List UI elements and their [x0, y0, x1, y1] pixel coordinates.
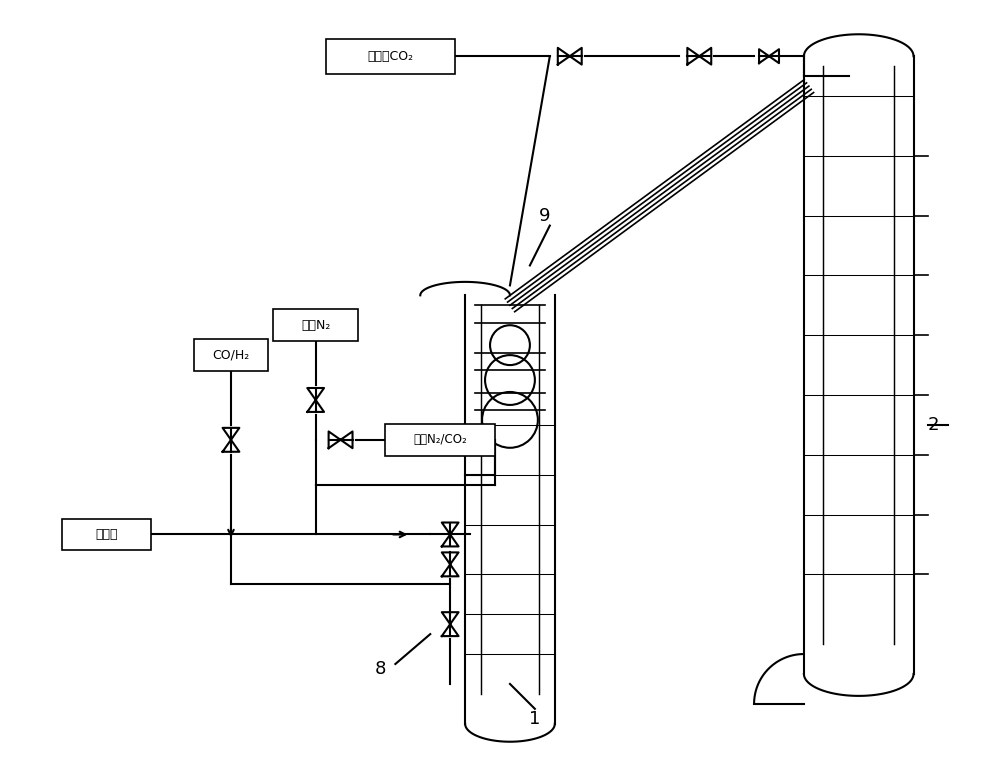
Text: 8: 8: [375, 660, 386, 678]
Text: 蒸高压CO₂: 蒸高压CO₂: [367, 50, 413, 63]
Bar: [385, 424, 495, 456]
Text: 高压N₂: 高压N₂: [301, 319, 330, 332]
Text: 高压N₂/CO₂: 高压N₂/CO₂: [413, 433, 467, 446]
Text: 9: 9: [539, 207, 551, 225]
Bar: [273, 309, 358, 341]
Bar: [326, 39, 455, 74]
Text: 激冷气: 激冷气: [95, 528, 118, 541]
Bar: [194, 339, 268, 371]
Text: 1: 1: [529, 710, 541, 728]
Bar: [62, 518, 151, 550]
Text: CO/H₂: CO/H₂: [212, 349, 250, 362]
Text: 2: 2: [928, 416, 939, 434]
